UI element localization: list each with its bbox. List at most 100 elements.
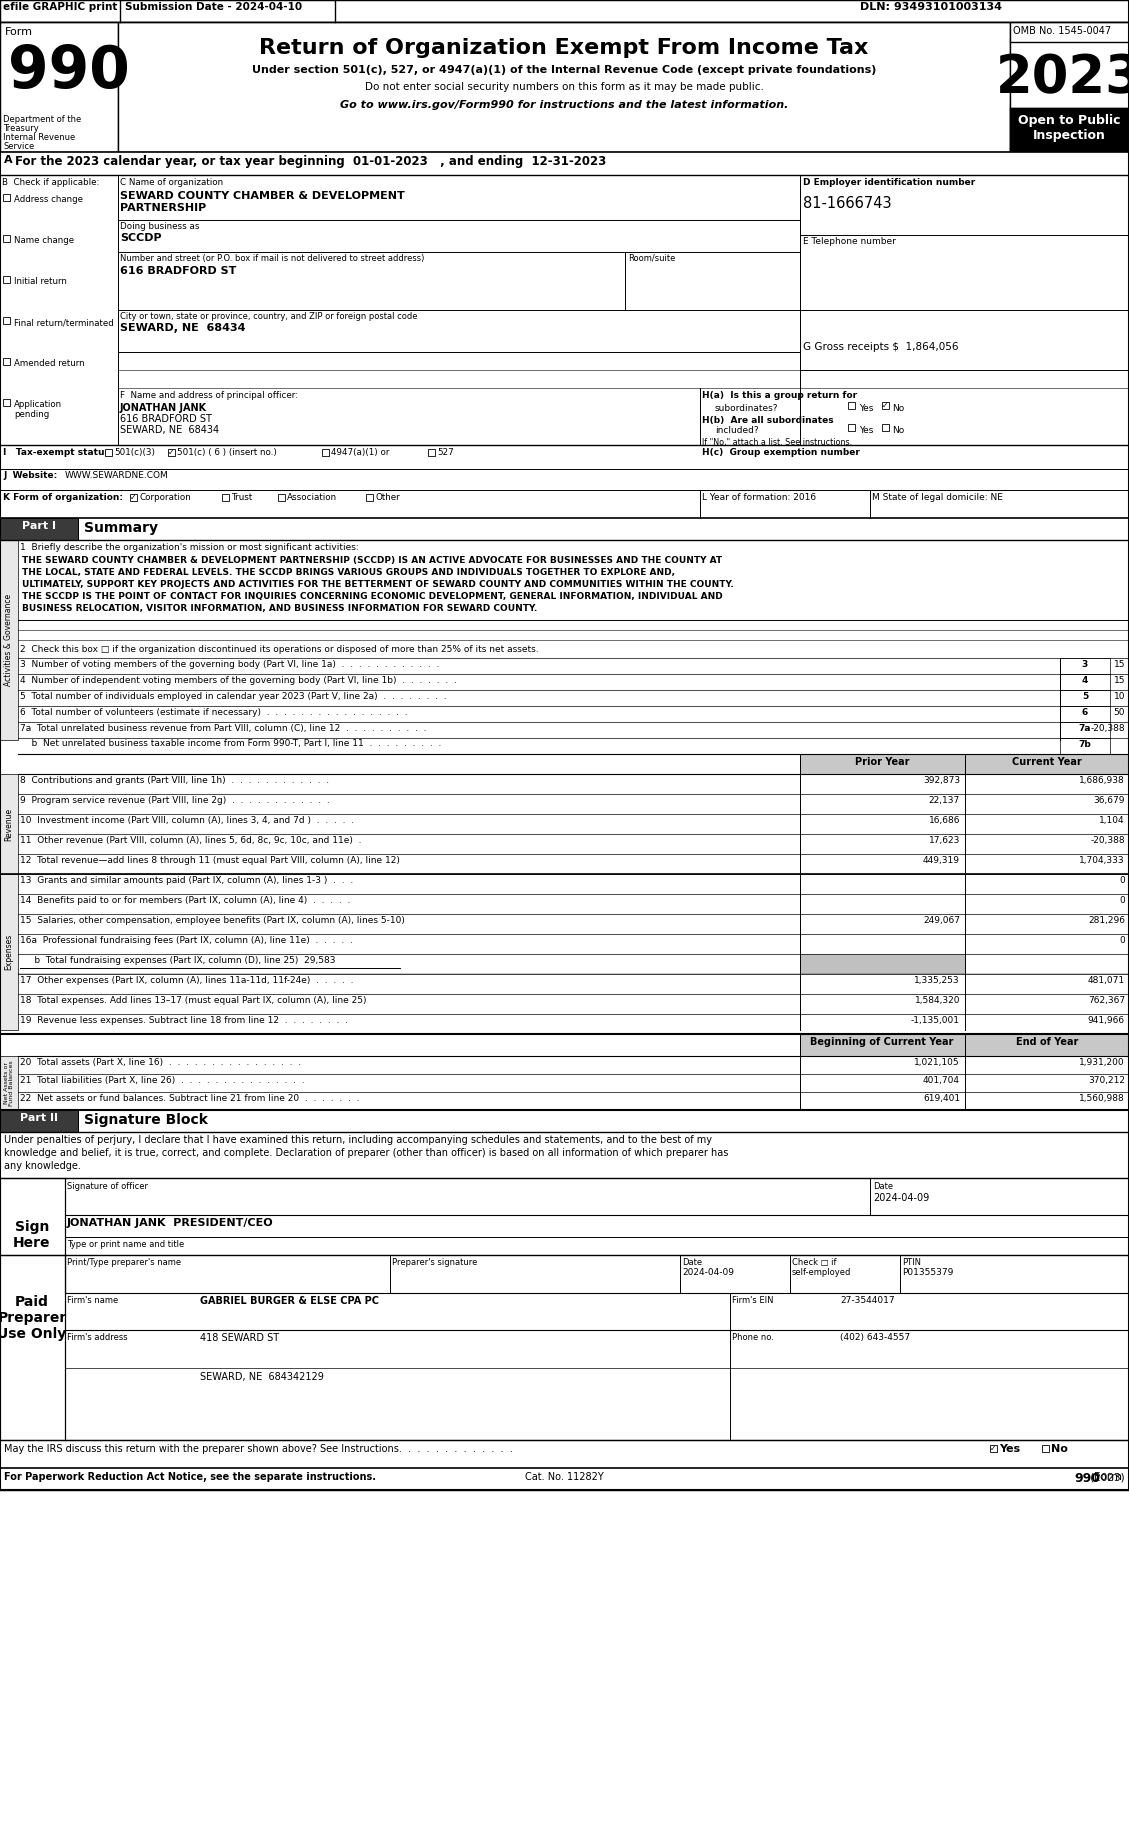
Bar	[990, 1444, 997, 1451]
Bar	[800, 754, 965, 774]
Text: 14  Benefits paid to or for members (Part IX, column (A), line 4)  .  .  .  .  .: 14 Benefits paid to or for members (Part…	[20, 895, 350, 905]
Text: 7a: 7a	[1078, 725, 1092, 732]
Bar	[0, 1110, 78, 1132]
Text: Department of the: Department of the	[3, 116, 81, 125]
Text: 2023: 2023	[996, 51, 1129, 105]
Text: Initial return: Initial return	[14, 277, 67, 286]
Text: 1,931,200: 1,931,200	[1079, 1059, 1124, 1066]
Text: Return of Organization Exempt From Income Tax: Return of Organization Exempt From Incom…	[260, 39, 868, 59]
Text: Part I: Part I	[21, 521, 56, 530]
Text: 36,679: 36,679	[1094, 796, 1124, 806]
Text: Other: Other	[375, 494, 400, 503]
Bar	[0, 539, 18, 740]
Text: M State of legal domicile: NE: M State of legal domicile: NE	[872, 494, 1003, 503]
Text: 17  Other expenses (Part IX, column (A), lines 11a-11d, 11f-24e)  .  .  .  .  .: 17 Other expenses (Part IX, column (A), …	[20, 976, 353, 985]
Text: JONATHAN JANK  PRESIDENT/CEO: JONATHAN JANK PRESIDENT/CEO	[67, 1218, 273, 1228]
Bar	[105, 450, 112, 457]
Text: P01355379: P01355379	[902, 1268, 953, 1277]
Text: C Name of organization: C Name of organization	[120, 178, 224, 187]
Text: Corporation: Corporation	[139, 494, 191, 503]
Text: Paid
Preparer
Use Only: Paid Preparer Use Only	[0, 1296, 67, 1341]
Text: 990: 990	[8, 42, 130, 99]
Text: THE SEWARD COUNTY CHAMBER & DEVELOPMENT PARTNERSHIP (SCCDP) IS AN ACTIVE ADVOCAT: THE SEWARD COUNTY CHAMBER & DEVELOPMENT …	[21, 556, 723, 565]
Text: 762,367: 762,367	[1088, 996, 1124, 1006]
Bar	[0, 174, 119, 446]
Text: 2024-04-09: 2024-04-09	[682, 1268, 734, 1277]
Text: knowledge and belief, it is true, correct, and complete. Declaration of preparer: knowledge and belief, it is true, correc…	[5, 1149, 728, 1158]
Text: B  Check if applicable:: B Check if applicable:	[2, 178, 99, 187]
Text: 17,623: 17,623	[929, 837, 960, 844]
Bar	[0, 1055, 18, 1110]
Bar	[0, 1178, 65, 1294]
Text: Part II: Part II	[20, 1114, 58, 1123]
Text: 19  Revenue less expenses. Subtract line 18 from line 12  .  .  .  .  .  .  .  .: 19 Revenue less expenses. Subtract line …	[20, 1017, 348, 1026]
Text: 616 BRADFORD ST: 616 BRADFORD ST	[120, 266, 236, 275]
Bar	[965, 1033, 1129, 1055]
Bar	[3, 398, 10, 406]
Text: 8  Contributions and grants (Part VIII, line 1h)  .  .  .  .  .  .  .  .  .  .  : 8 Contributions and grants (Part VIII, l…	[20, 776, 330, 785]
Text: Cat. No. 11282Y: Cat. No. 11282Y	[525, 1472, 603, 1483]
Text: 7b: 7b	[1078, 740, 1092, 749]
Text: May the IRS discuss this return with the preparer shown above? See Instructions.: May the IRS discuss this return with the…	[5, 1444, 513, 1453]
Text: Service: Service	[3, 141, 34, 150]
Text: J  Website:: J Website:	[3, 472, 58, 481]
Text: H(b)  Are all subordinates: H(b) Are all subordinates	[702, 417, 833, 426]
Bar	[0, 152, 1129, 174]
Text: 4  Number of independent voting members of the governing body (Part VI, line 1b): 4 Number of independent voting members o…	[20, 675, 457, 684]
Text: SEWARD COUNTY CHAMBER & DEVELOPMENT: SEWARD COUNTY CHAMBER & DEVELOPMENT	[120, 191, 405, 202]
Text: 12  Total revenue—add lines 8 through 11 (must equal Part VIII, column (A), line: 12 Total revenue—add lines 8 through 11 …	[20, 855, 400, 864]
Text: Phone no.: Phone no.	[732, 1332, 773, 1341]
Bar	[119, 22, 1010, 152]
Text: PTIN: PTIN	[902, 1259, 921, 1266]
Text: SEWARD, NE  684342129: SEWARD, NE 684342129	[200, 1373, 324, 1382]
Text: Name change: Name change	[14, 237, 75, 246]
Text: (402) 643-4557: (402) 643-4557	[840, 1332, 910, 1341]
Text: 20  Total assets (Part X, line 16)  .  .  .  .  .  .  .  .  .  .  .  .  .  .  . : 20 Total assets (Part X, line 16) . . . …	[20, 1059, 301, 1066]
Text: Address change: Address change	[14, 195, 84, 204]
Text: 6: 6	[1082, 708, 1088, 717]
Bar	[1010, 22, 1129, 152]
Bar	[130, 494, 137, 501]
Bar	[882, 402, 889, 409]
Text: 21  Total liabilities (Part X, line 26)  .  .  .  .  .  .  .  .  .  .  .  .  .  : 21 Total liabilities (Part X, line 26) .…	[20, 1075, 305, 1084]
Text: 392,873: 392,873	[922, 776, 960, 785]
Text: No: No	[892, 426, 904, 435]
Text: JONATHAN JANK: JONATHAN JANK	[120, 404, 207, 413]
Text: SEWARD, NE  68434: SEWARD, NE 68434	[120, 426, 219, 435]
Text: Do not enter social security numbers on this form as it may be made public.: Do not enter social security numbers on …	[365, 83, 763, 92]
Text: I   Tax-exempt status:: I Tax-exempt status:	[3, 448, 114, 457]
Text: 1,560,988: 1,560,988	[1079, 1094, 1124, 1103]
Bar	[882, 424, 889, 431]
Text: 1,704,333: 1,704,333	[1079, 855, 1124, 864]
Bar	[168, 450, 175, 457]
Bar	[848, 402, 855, 409]
Text: DLN: 93493101003134: DLN: 93493101003134	[860, 2, 1003, 13]
Text: self-employed: self-employed	[793, 1268, 851, 1277]
Text: 4947(a)(1) or: 4947(a)(1) or	[331, 448, 390, 457]
Text: G Gross receipts $  1,864,056: G Gross receipts $ 1,864,056	[803, 341, 959, 352]
Bar	[800, 1033, 965, 1055]
Text: 990: 990	[1074, 1472, 1100, 1485]
Text: Beginning of Current Year: Beginning of Current Year	[811, 1037, 954, 1048]
Text: Trust: Trust	[231, 494, 252, 503]
Text: 481,071: 481,071	[1088, 976, 1124, 985]
Bar	[278, 494, 285, 501]
Text: 1,021,105: 1,021,105	[914, 1059, 960, 1066]
Text: Association: Association	[287, 494, 338, 503]
Text: 22,137: 22,137	[929, 796, 960, 806]
Text: D Employer identification number: D Employer identification number	[803, 178, 975, 187]
Bar	[965, 754, 1129, 774]
Text: Net Assets or
Fund Balances: Net Assets or Fund Balances	[3, 1061, 15, 1107]
Text: Prior Year: Prior Year	[855, 758, 909, 767]
Text: 619,401: 619,401	[922, 1094, 960, 1103]
Text: 0: 0	[1119, 895, 1124, 905]
Text: 4: 4	[1082, 675, 1088, 684]
Bar	[1060, 673, 1110, 690]
Text: 27-3544017: 27-3544017	[840, 1296, 894, 1305]
Bar	[3, 235, 10, 242]
Bar	[800, 954, 965, 974]
Text: 15: 15	[1113, 661, 1124, 670]
Text: 81-1666743: 81-1666743	[803, 196, 892, 211]
Text: Open to Public
Inspection: Open to Public Inspection	[1017, 114, 1120, 141]
Bar	[1010, 108, 1129, 152]
